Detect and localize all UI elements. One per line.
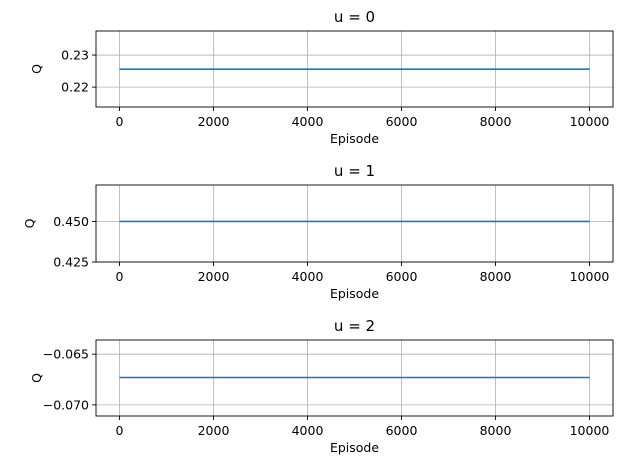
subplot-title: u = 2 — [334, 317, 375, 335]
subplot-0: 0 2000 4000 6000 8000 10000 0.22 0.23 u = 0 Episo… — [29, 8, 614, 146]
x-tick-label: 4000 — [292, 269, 324, 284]
axes-frame — [95, 339, 614, 417]
y-axis-label: Q — [29, 373, 44, 383]
x-tick-label: 4000 — [292, 114, 324, 129]
x-tick-label: 6000 — [386, 269, 418, 284]
x-axis-label: Episode — [330, 131, 379, 146]
x-tick-label: 6000 — [386, 423, 418, 438]
x-tick-label: 2000 — [198, 423, 230, 438]
x-tick-label: 10000 — [570, 423, 610, 438]
x-tick-label: 2000 — [198, 269, 230, 284]
x-tick-label: 0 — [116, 269, 124, 284]
y-tick-label: 0.425 — [53, 255, 89, 270]
x-tick-label: 0 — [116, 423, 124, 438]
y-axis-label: Q — [29, 64, 44, 74]
x-tick-label: 8000 — [480, 269, 512, 284]
x-tick-label: 4000 — [292, 423, 324, 438]
subplot-title: u = 1 — [334, 162, 375, 180]
y-tick-label: −0.070 — [43, 397, 89, 412]
y-tick-label: −0.065 — [43, 347, 89, 362]
x-tick-label: 8000 — [480, 114, 512, 129]
y-tick-label: 0.23 — [61, 48, 89, 63]
x-tick-label: 6000 — [386, 114, 418, 129]
x-axis-label: Episode — [330, 440, 379, 455]
x-tick-label: 10000 — [570, 269, 610, 284]
x-tick-label: 8000 — [480, 423, 512, 438]
y-tick-label: 0.22 — [61, 80, 89, 95]
subplot-1: 0 2000 4000 6000 8000 10000 0.425 0.450 u = 1 Epi… — [22, 162, 614, 301]
x-tick-label: 10000 — [570, 114, 610, 129]
axes-frame — [95, 30, 614, 108]
x-tick-label: 0 — [116, 114, 124, 129]
x-tick-label: 2000 — [198, 114, 230, 129]
axes-frame — [95, 184, 614, 263]
y-axis-label: Q — [22, 218, 37, 228]
y-tick-label: 0.450 — [53, 214, 89, 229]
subplot-title: u = 0 — [334, 8, 375, 26]
x-axis-label: Episode — [330, 286, 379, 301]
subplot-2: 0 2000 4000 6000 8000 10000 −0.070 −0.065 u = 2 E… — [29, 317, 614, 455]
